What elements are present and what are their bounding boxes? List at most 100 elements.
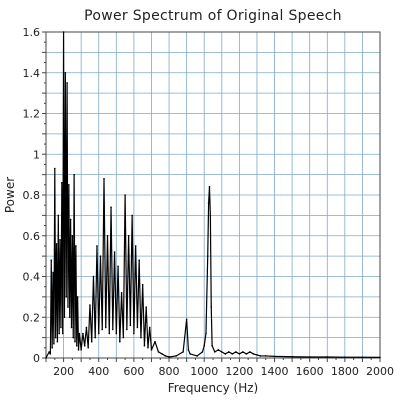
data-point (75, 344, 78, 347)
y-tick-label: 0.4 (23, 271, 41, 284)
data-point (224, 353, 227, 355)
data-point (62, 31, 65, 33)
data-point (78, 332, 81, 335)
data-point (65, 296, 68, 298)
data-point (201, 351, 204, 353)
data-point (140, 336, 142, 339)
data-point (207, 202, 210, 204)
data-point (228, 351, 230, 353)
data-point (134, 245, 137, 247)
data-point (196, 355, 198, 357)
data-point (68, 316, 71, 319)
data-point (203, 344, 206, 347)
data-point (126, 328, 128, 331)
data-point (164, 355, 167, 357)
data-point (64, 71, 67, 74)
y-tick-label: 0.2 (23, 311, 41, 324)
data-point (56, 340, 59, 343)
data-point (72, 336, 75, 339)
data-point (54, 336, 57, 339)
data-point (96, 245, 98, 247)
data-point (161, 353, 163, 355)
data-point (143, 344, 146, 347)
data-point (249, 351, 251, 353)
data-point (61, 181, 63, 184)
x-tick-label: 1200 (225, 365, 253, 378)
data-point (291, 355, 293, 358)
data-point (185, 318, 188, 321)
data-point (92, 275, 95, 278)
data-point (61, 332, 64, 335)
data-point (175, 355, 177, 357)
data-point (117, 265, 119, 268)
data-point (129, 324, 132, 327)
y-tick-label: 0 (33, 352, 40, 365)
data-point (76, 296, 79, 298)
data-point (57, 214, 60, 217)
y-tick-label: 1.6 (23, 26, 41, 39)
data-point (150, 349, 153, 351)
y-tick-label: 1.2 (23, 108, 41, 121)
data-point (73, 173, 75, 176)
data-point (63, 316, 66, 319)
data-point (94, 336, 97, 339)
x-tick-label: 1400 (261, 365, 289, 378)
data-point (68, 184, 70, 186)
x-tick-label: 1800 (331, 365, 359, 378)
data-point (97, 332, 100, 335)
data-point (122, 336, 125, 339)
data-point (119, 340, 121, 343)
data-point (87, 347, 89, 349)
data-point (83, 344, 86, 347)
data-point (131, 214, 133, 217)
data-point (182, 351, 184, 353)
data-point (67, 306, 69, 308)
data-point (242, 351, 244, 353)
data-point (108, 332, 111, 335)
chart-title: Power Spectrum of Original Speech (84, 8, 342, 24)
x-tick-label: 200 (53, 365, 74, 378)
data-point (136, 326, 139, 329)
data-point (45, 357, 47, 359)
data-point (259, 355, 262, 357)
data-point (252, 353, 255, 355)
data-point (75, 245, 77, 247)
data-point (53, 342, 55, 345)
data-point (70, 326, 73, 329)
data-point (220, 351, 223, 353)
data-point (60, 326, 62, 329)
y-axis-label: Power (3, 177, 17, 213)
data-point (66, 82, 68, 84)
data-point (59, 239, 61, 241)
data-point (85, 326, 88, 329)
x-tick-label: 1600 (296, 365, 324, 378)
data-point (256, 354, 258, 356)
data-point (141, 283, 144, 286)
data-point (238, 353, 241, 355)
data-point (89, 304, 91, 306)
data-point (231, 353, 234, 355)
data-point (69, 218, 72, 221)
data-point (187, 349, 190, 351)
y-tick-label: 1.4 (23, 67, 41, 80)
data-point (49, 353, 52, 355)
data-point (148, 326, 151, 329)
data-point (273, 355, 276, 358)
data-point (157, 351, 160, 353)
data-point (206, 255, 209, 257)
data-point (217, 349, 220, 351)
data-point (58, 332, 60, 335)
x-tick-label: 800 (159, 365, 180, 378)
data-point (189, 353, 191, 355)
data-point (82, 332, 84, 335)
x-tick-label: 2000 (366, 365, 394, 378)
data-point (71, 234, 74, 237)
data-point (124, 194, 126, 196)
data-point (101, 328, 104, 331)
y-tick-label: 1 (33, 148, 40, 161)
data-point (80, 349, 82, 351)
data-point (103, 177, 105, 180)
data-point (53, 167, 56, 170)
